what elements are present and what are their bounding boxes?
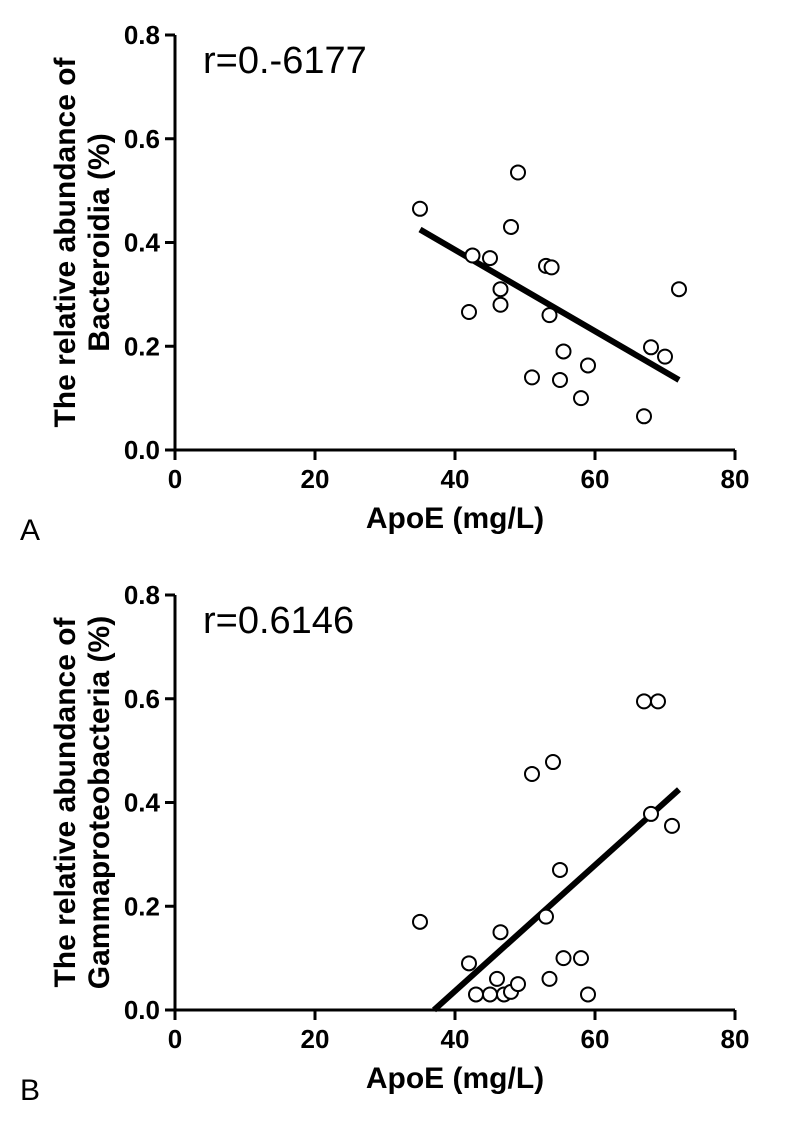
data-point <box>511 977 525 991</box>
data-point <box>574 951 588 965</box>
data-point <box>644 807 658 821</box>
chart-a-svg: 0 20 40 60 80 0.0 0.2 0.4 0.6 0.8 ApoE (mg/L) The r… <box>40 10 760 550</box>
data-point <box>553 863 567 877</box>
data-point <box>543 308 557 322</box>
y-tick-label: 0.2 <box>124 331 160 361</box>
data-point <box>494 925 508 939</box>
r-annotation: r=0.-6177 <box>203 40 367 82</box>
x-tick-label: 0 <box>168 464 182 494</box>
data-point <box>581 987 595 1001</box>
x-tick-label: 20 <box>301 1024 330 1054</box>
data-point <box>651 694 665 708</box>
data-point <box>672 282 686 296</box>
y-axis-title: The relative abundance of <box>49 616 82 987</box>
y-tick-label: 0.8 <box>124 580 160 610</box>
x-tick-label: 40 <box>441 464 470 494</box>
data-point <box>462 956 476 970</box>
data-point <box>504 220 518 234</box>
data-point <box>637 409 651 423</box>
x-tick-label: 0 <box>168 1024 182 1054</box>
data-point <box>469 987 483 1001</box>
data-point <box>557 344 571 358</box>
x-tick-label: 40 <box>441 1024 470 1054</box>
data-point <box>543 972 557 986</box>
data-point <box>539 910 553 924</box>
panel-label: B <box>20 1074 40 1107</box>
data-point <box>494 282 508 296</box>
data-point <box>413 202 427 216</box>
data-point <box>483 987 497 1001</box>
data-point <box>574 391 588 405</box>
data-point <box>490 972 504 986</box>
data-point <box>581 358 595 372</box>
y-tick-label: 0.4 <box>124 788 161 818</box>
x-axis-title: ApoE (mg/L) <box>366 502 544 535</box>
data-point <box>494 298 508 312</box>
chart-a: 0 20 40 60 80 0.0 0.2 0.4 0.6 0.8 ApoE (mg/L) The r… <box>40 10 760 550</box>
chart-b: 0 20 40 60 80 0.0 0.2 0.4 0.6 0.8 ApoE (mg/L) The r… <box>40 570 760 1110</box>
y-axis-title: Bacteroidia (%) <box>83 133 116 351</box>
x-axis-title: ApoE (mg/L) <box>366 1062 544 1095</box>
y-tick-label: 0.8 <box>124 20 160 50</box>
axis-lines <box>175 595 735 1010</box>
panel-label: A <box>20 514 40 547</box>
data-point <box>466 248 480 262</box>
data-point <box>546 755 560 769</box>
data-point <box>545 260 559 274</box>
x-tick-label: 60 <box>581 464 610 494</box>
y-tick-label: 0.2 <box>124 891 160 921</box>
x-tick-label: 60 <box>581 1024 610 1054</box>
x-tick-label: 20 <box>301 464 330 494</box>
data-point <box>525 767 539 781</box>
y-tick-label: 0.6 <box>124 684 160 714</box>
axis-lines <box>175 35 735 450</box>
y-axis-title: Gammaproteobacteria (%) <box>83 616 116 989</box>
y-tick-label: 0.0 <box>124 435 160 465</box>
y-tick-label: 0.0 <box>124 995 160 1025</box>
data-point <box>413 915 427 929</box>
y-axis-title: The relative abundance of <box>49 56 82 427</box>
data-point <box>665 819 679 833</box>
r-annotation: r=0.6146 <box>203 600 354 642</box>
y-tick-label: 0.6 <box>124 124 160 154</box>
chart-b-svg: 0 20 40 60 80 0.0 0.2 0.4 0.6 0.8 ApoE (mg/L) The r… <box>40 570 760 1110</box>
data-point <box>644 340 658 354</box>
figure-container: 0 20 40 60 80 0.0 0.2 0.4 0.6 0.8 ApoE (mg/L) The r… <box>0 0 800 1130</box>
trend-line <box>420 230 679 380</box>
x-tick-label: 80 <box>721 464 750 494</box>
data-point <box>525 370 539 384</box>
x-tick-label: 80 <box>721 1024 750 1054</box>
data-point <box>553 373 567 387</box>
y-tick-label: 0.4 <box>124 228 161 258</box>
data-point <box>462 305 476 319</box>
data-point <box>637 694 651 708</box>
data-point <box>658 350 672 364</box>
data-point <box>483 251 497 265</box>
data-point <box>511 165 525 179</box>
data-point <box>557 951 571 965</box>
